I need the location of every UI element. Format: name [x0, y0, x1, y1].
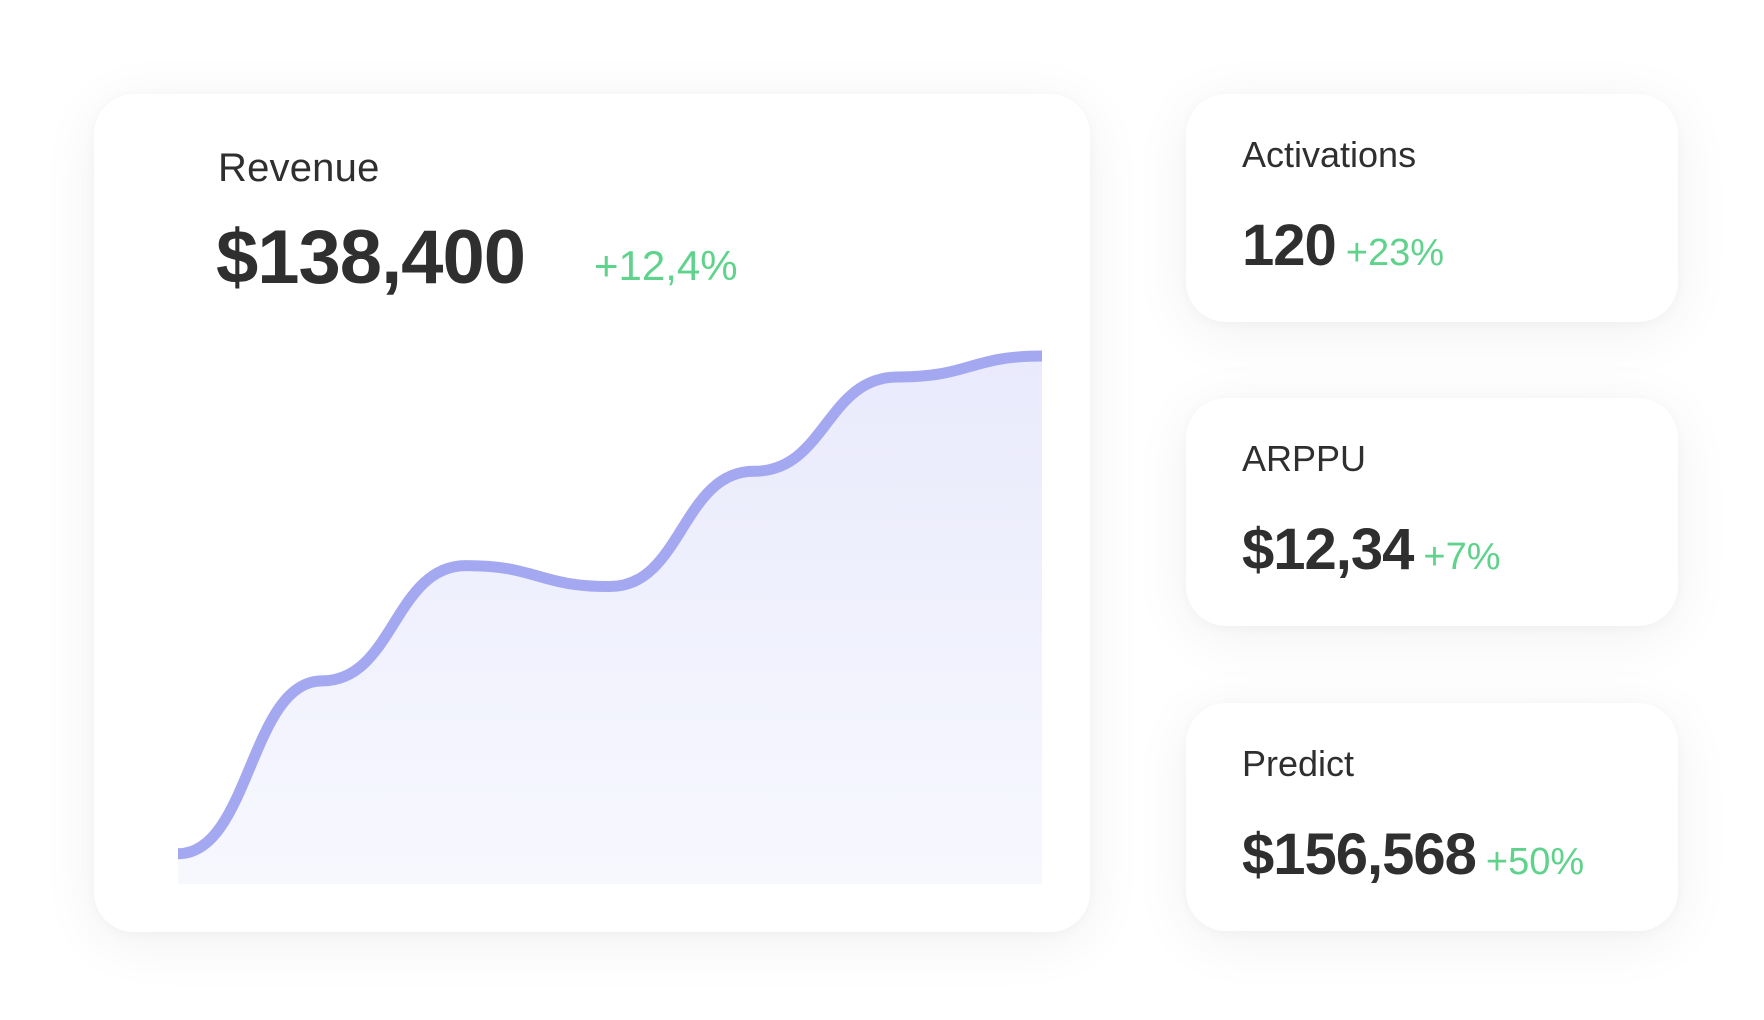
arppu-value: $12,34 [1242, 517, 1414, 582]
revenue-card: Revenue $138,400 +12,4% [94, 94, 1090, 932]
revenue-area-chart [178, 350, 1042, 884]
activations-title: Activations [1242, 134, 1417, 175]
activations-card: Activations 120 +23% [1186, 94, 1678, 322]
activations-delta: +23% [1345, 232, 1445, 274]
arppu-card: ARPPU $12,34 +7% [1186, 398, 1678, 626]
arppu-metric: $12,34 +7% [1242, 516, 1501, 583]
revenue-line [178, 350, 1042, 860]
activations-metric: 120 +23% [1242, 212, 1444, 279]
revenue-delta: +12,4% [594, 242, 738, 289]
predict-metric: $156,568 +50% [1242, 821, 1584, 888]
predict-card: Predict $156,568 +50% [1186, 703, 1678, 931]
revenue-value: $138,400 [216, 215, 526, 300]
revenue-title: Revenue [218, 146, 380, 190]
activations-value: 120 [1242, 213, 1337, 278]
predict-value: $156,568 [1242, 822, 1477, 887]
arppu-delta: +7% [1423, 536, 1501, 578]
predict-delta: +50% [1485, 841, 1585, 883]
arppu-title: ARPPU [1242, 438, 1367, 479]
predict-title: Predict [1242, 743, 1355, 784]
revenue-area-fill [178, 356, 1042, 884]
